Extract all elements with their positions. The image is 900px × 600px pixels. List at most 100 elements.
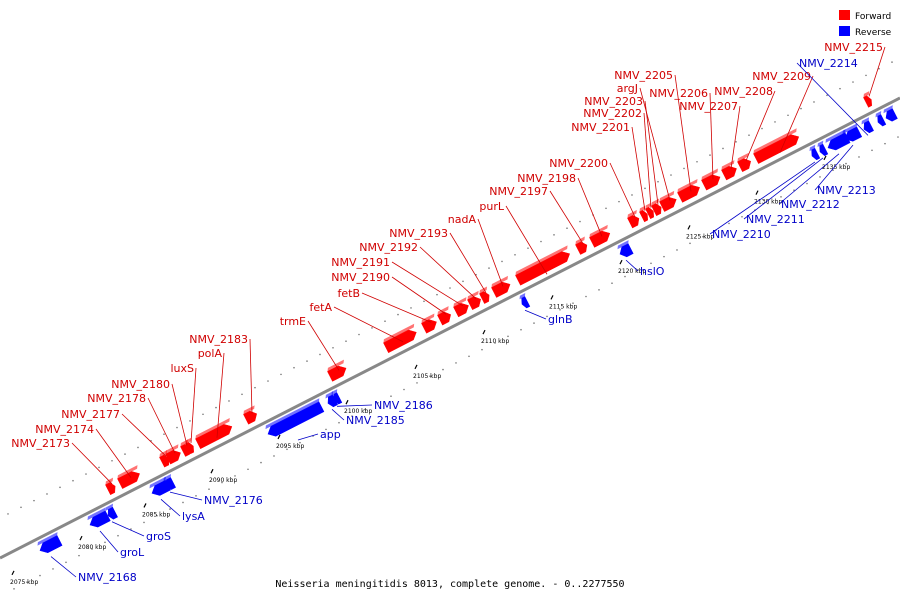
gene-label-nmv-2213[interactable]: NMV_2213	[817, 184, 876, 197]
gene-label-nmv-2173[interactable]: NMV_2173	[11, 437, 70, 450]
gene-nmv-2190[interactable]	[436, 306, 455, 326]
gene-nmv-2201[interactable]	[638, 205, 651, 223]
gene-label-nmv-2206[interactable]: NMV_2206	[649, 87, 708, 100]
gene-label-nmv-2205[interactable]: NMV_2205	[614, 69, 673, 82]
gene-label-nmv-2180[interactable]: NMV_2180	[111, 378, 170, 391]
gene-trme[interactable]	[326, 359, 350, 382]
gene-nmv-2212[interactable]	[824, 129, 852, 152]
gene-label-nmv-2176[interactable]: NMV_2176	[204, 494, 263, 507]
gene-label-nmv-2212[interactable]: NMV_2212	[781, 198, 840, 211]
gene-label-nmv-2211[interactable]: NMV_2211	[746, 213, 805, 226]
gene-label-nmv-2200[interactable]: NMV_2200	[549, 157, 608, 170]
tick-mark-2080-kbp	[79, 535, 83, 541]
gene-label-luxs[interactable]: luxS	[170, 362, 194, 375]
gene-glnb[interactable]	[518, 292, 531, 309]
gene-label-fetb[interactable]: fetB	[338, 287, 361, 300]
gene-nmv-2213[interactable]	[841, 123, 863, 144]
gene-label-nmv-2207[interactable]: NMV_2207	[679, 100, 738, 113]
gene-label-nmv-2198[interactable]: NMV_2198	[517, 172, 576, 185]
leader-nada	[477, 218, 504, 287]
gene-nmv-2198[interactable]	[588, 224, 614, 248]
gene-nmv-2214[interactable]	[860, 117, 875, 134]
gene-gros[interactable]	[104, 503, 119, 521]
gene-label-nmv-2190[interactable]: NMV_2190	[331, 271, 390, 284]
gene-hslo[interactable]	[616, 240, 635, 259]
gene-label-nmv-2193[interactable]: NMV_2193	[389, 227, 448, 240]
gene-label-nmv-2183[interactable]: NMV_2183	[189, 333, 248, 346]
gene-label-nmv-2186[interactable]: NMV_2186	[374, 399, 433, 412]
gene-label-trme[interactable]: trmE	[280, 315, 306, 328]
leader-nmv-2186	[336, 404, 373, 407]
gene-label-gros[interactable]: groS	[146, 530, 171, 543]
gene-label-nmv-2168[interactable]: NMV_2168	[78, 571, 137, 584]
gene-pola[interactable]	[194, 418, 236, 450]
gene-nmv-2208[interactable]	[736, 152, 755, 173]
gene-nmv-2205[interactable]	[676, 178, 704, 203]
gene-nmv-2197[interactable]	[574, 236, 591, 255]
gene-label-nmv-2197[interactable]: NMV_2197	[489, 185, 548, 198]
gene-nmv-2178[interactable]	[164, 444, 185, 465]
gene-label-pola[interactable]: polA	[198, 347, 223, 360]
gene-nmv-2186[interactable]	[330, 389, 343, 405]
gene-nmv-2192[interactable]	[466, 290, 485, 311]
gene-nmv-2215[interactable]	[862, 91, 875, 108]
gene-label-nmv-2215[interactable]: NMV_2215	[824, 41, 883, 54]
gene-label-nmv-2203[interactable]: NMV_2203	[584, 95, 643, 108]
gene-extra-reverse-1[interactable]	[874, 111, 887, 127]
gene-extra-reverse-2[interactable]	[882, 105, 899, 123]
tick-label-2100-kbp: 2100 kbp	[344, 408, 372, 415]
gene-luxs[interactable]	[184, 437, 197, 455]
gene-label-feta[interactable]: fetA	[310, 301, 333, 314]
gene-nmv-2176[interactable]	[162, 474, 177, 491]
gene-label-nmv-2202[interactable]: NMV_2202	[583, 107, 642, 120]
leader-nmv-2208	[745, 90, 776, 161]
tick-mark-2095-kbp	[277, 434, 281, 440]
gene-label-purl[interactable]: purL	[479, 200, 504, 213]
gene-label-nmv-2208[interactable]: NMV_2208	[714, 85, 773, 98]
leader-nmv-2215	[868, 46, 886, 97]
gene-label-nmv-2191[interactable]: NMV_2191	[331, 256, 390, 269]
gene-app[interactable]	[264, 398, 326, 439]
gene-nmv-2209[interactable]	[752, 128, 803, 164]
gene-label-nmv-2192[interactable]: NMV_2192	[359, 241, 418, 254]
gene-nmv-2207[interactable]	[720, 160, 741, 181]
gene-feta[interactable]	[382, 323, 420, 353]
gene-purl[interactable]	[514, 245, 574, 286]
gene-nmv-2211[interactable]	[816, 140, 829, 157]
gene-nmv-2206[interactable]	[700, 168, 724, 191]
gene-label-lysa[interactable]: lysA	[182, 510, 205, 523]
gene-nmv-2202[interactable]	[644, 202, 657, 220]
gene-nmv-2174[interactable]	[116, 465, 144, 489]
tick-label-2105-kbp: 2105 kbp	[413, 373, 441, 380]
gene-nmv-2173[interactable]	[104, 477, 119, 496]
gene-label-grol[interactable]: groL	[120, 546, 145, 559]
gene-label-nmv-2174[interactable]: NMV_2174	[35, 423, 94, 436]
gene-label-nmv-2210[interactable]: NMV_2210	[712, 228, 771, 241]
gene-label-glnb[interactable]: glnB	[548, 313, 573, 326]
gene-nmv-2185[interactable]	[324, 391, 339, 408]
gene-argj[interactable]	[658, 190, 680, 212]
gene-label-nmv-2185[interactable]: NMV_2185	[346, 414, 405, 427]
gene-nmv-2193[interactable]	[478, 286, 493, 304]
gene-label-app[interactable]: app	[320, 428, 341, 441]
leader-nmv-2203	[644, 100, 659, 205]
tick-mark-2100-kbp	[345, 399, 349, 405]
gene-nmv-2210[interactable]	[808, 144, 821, 161]
tick-label-2080-kbp: 2080 kbp	[78, 544, 106, 551]
gene-label-nmv-2214[interactable]: NMV_2214	[799, 57, 858, 70]
gene-label-nmv-2177[interactable]: NMV_2177	[61, 408, 120, 421]
gene-label-argj[interactable]: argJ	[617, 82, 638, 95]
gene-label-nada[interactable]: nadA	[448, 213, 477, 226]
gene-nada[interactable]	[490, 275, 514, 298]
gene-label-nmv-2209[interactable]: NMV_2209	[752, 70, 811, 83]
leader-nmv-2183	[249, 338, 253, 414]
leader-nmv-2177	[121, 413, 167, 457]
gene-label-hslo[interactable]: hslO	[640, 265, 665, 278]
gene-nmv-2200[interactable]	[626, 209, 643, 229]
gene-label-nmv-2201[interactable]: NMV_2201	[571, 121, 630, 134]
gene-fetb[interactable]	[420, 313, 441, 334]
gene-nmv-2168[interactable]	[36, 532, 64, 555]
tick-label-2075-kbp: 2075 kbp	[10, 579, 38, 586]
gene-label-nmv-2178[interactable]: NMV_2178	[87, 392, 146, 405]
gene-grol[interactable]	[86, 507, 112, 529]
